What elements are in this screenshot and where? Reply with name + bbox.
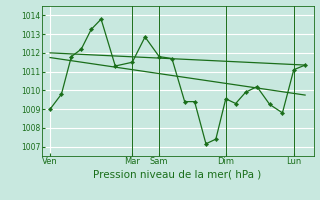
X-axis label: Pression niveau de la mer( hPa ): Pression niveau de la mer( hPa ) [93,169,262,179]
